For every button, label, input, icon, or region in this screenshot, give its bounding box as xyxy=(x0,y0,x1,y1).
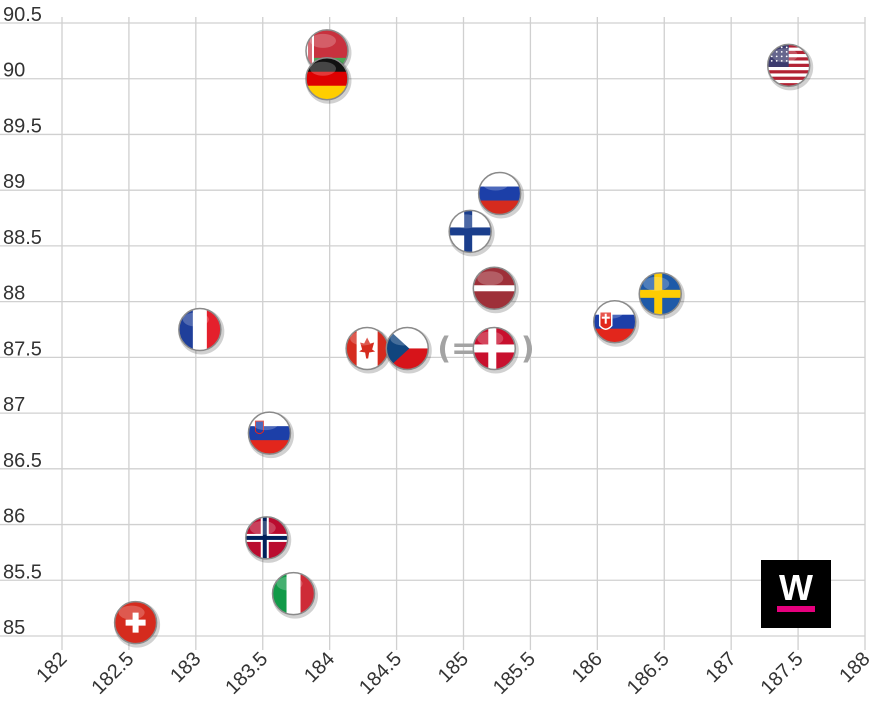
y-tick-label: 89.5 xyxy=(3,115,42,137)
x-tick-label: 183 xyxy=(166,648,205,687)
annotation-text: (= xyxy=(437,331,476,366)
logo-underline xyxy=(777,606,815,612)
usa-flag-point xyxy=(766,43,814,91)
annotations: (=) xyxy=(437,331,534,366)
norway-flag-point xyxy=(245,516,292,563)
canada-flag-icon xyxy=(346,327,389,370)
x-tick-label: 185.5 xyxy=(489,648,540,699)
x-tick-label: 182.5 xyxy=(87,648,138,699)
x-tick-label: 186 xyxy=(568,648,607,687)
x-tick-label: 187.5 xyxy=(757,648,808,699)
y-tick-label: 85 xyxy=(3,617,25,639)
publisher-logo: W xyxy=(761,560,831,628)
y-tick-label: 86 xyxy=(3,506,25,528)
slovakia-flag-point xyxy=(592,299,640,347)
y-tick-label: 85.5 xyxy=(3,561,42,583)
france-flag-point xyxy=(178,307,225,355)
norway-flag-icon xyxy=(245,516,288,559)
x-tick-label: 186.5 xyxy=(623,648,674,699)
czech-flag-point xyxy=(385,326,432,374)
germany-flag-point xyxy=(305,56,352,104)
y-tick-label: 90 xyxy=(3,60,25,82)
y-tick-label: 90.5 xyxy=(3,4,42,26)
latvia-flag-point xyxy=(472,266,519,314)
switzerland-flag-icon xyxy=(114,601,157,644)
logo-letter: W xyxy=(779,567,813,608)
switzerland-flag-point xyxy=(113,600,161,648)
sweden-flag-icon xyxy=(639,272,682,315)
slovenia-flag-point xyxy=(247,411,294,459)
y-tick-label: 87.5 xyxy=(3,338,42,360)
x-tick-label: 188 xyxy=(835,648,873,687)
denmark-flag-point xyxy=(472,326,519,374)
data-points xyxy=(113,29,814,648)
y-tick-label: 86.5 xyxy=(3,450,42,472)
x-tick-label: 182 xyxy=(32,648,71,687)
denmark-flag-icon xyxy=(473,327,516,370)
x-tick-label: 184 xyxy=(300,648,339,687)
russia-flag-point xyxy=(477,171,525,219)
logo-background xyxy=(761,560,831,628)
canada-flag-point xyxy=(345,326,392,374)
finland-flag-point xyxy=(448,209,495,257)
czech-flag-icon xyxy=(386,327,429,370)
x-axis-ticks: 182 182.5 183 183.5 184 184.5 185 185.5 186 186.5… xyxy=(32,648,873,699)
grid xyxy=(0,17,866,650)
annotation-text: ) xyxy=(521,331,535,366)
y-tick-label: 89 xyxy=(3,171,25,193)
x-tick-label: 185 xyxy=(434,648,473,687)
sweden-flag-point xyxy=(638,272,685,319)
y-tick-label: 88 xyxy=(3,283,25,305)
x-tick-label: 183.5 xyxy=(221,648,272,699)
y-axis-ticks: 85 85.5 86 86.5 87 87.5 88 88.5 89 89.5 90 90.5 xyxy=(3,4,42,639)
latvia-flag-icon xyxy=(473,267,516,310)
italy-flag-point xyxy=(271,571,319,619)
finland-flag-icon xyxy=(449,210,492,253)
x-tick-label: 184.5 xyxy=(355,648,406,699)
y-tick-label: 88.5 xyxy=(3,227,42,249)
y-tick-label: 87 xyxy=(3,394,25,416)
x-tick-label: 187 xyxy=(702,648,741,687)
